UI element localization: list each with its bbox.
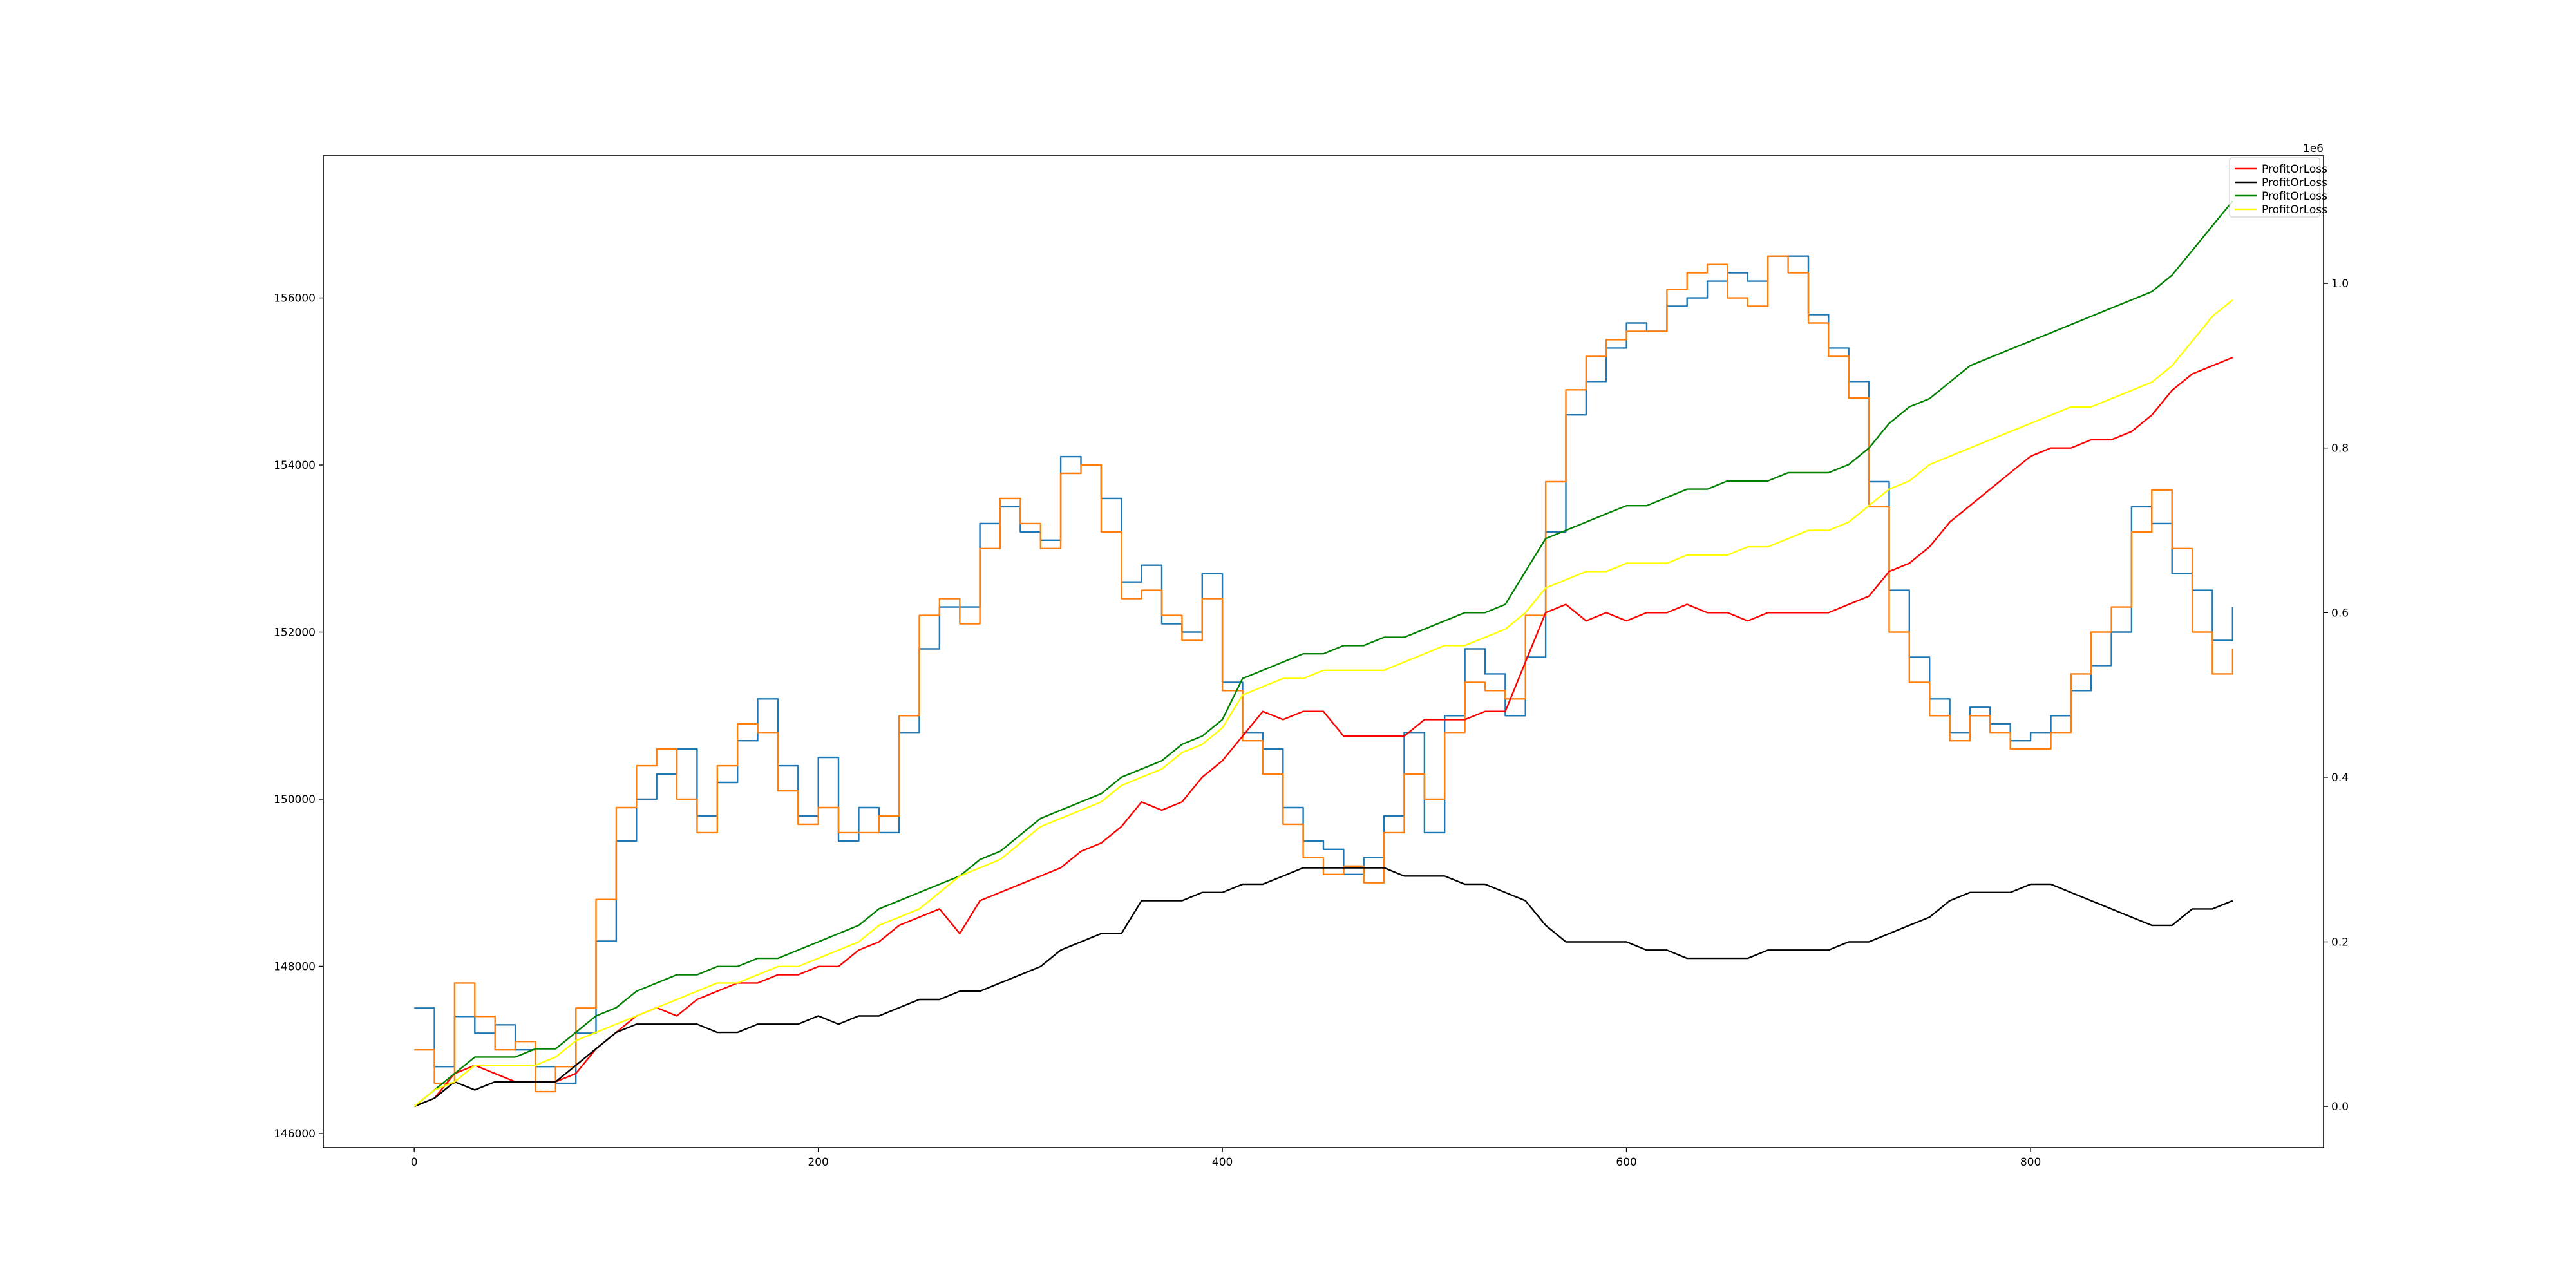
- legend-label: ProfitOrLoss: [2262, 163, 2327, 176]
- x-tick-label: 200: [808, 1156, 828, 1169]
- y-left-tick-label: 152000: [274, 627, 316, 639]
- plot-frame: [323, 155, 2324, 1148]
- y-right-tick-label: 1.0: [2331, 278, 2349, 290]
- x-tick-label: 600: [1616, 1156, 1636, 1169]
- legend: ProfitOrLossProfitOrLossProfitOrLossProf…: [2229, 157, 2327, 218]
- legend-label: ProfitOrLoss: [2262, 176, 2327, 189]
- series-line-4: [413, 867, 2233, 1108]
- y-right-tick-label: 0.0: [2331, 1101, 2349, 1113]
- x-tick-label: 800: [2020, 1156, 2041, 1169]
- y-left-tick-label: 156000: [274, 292, 316, 305]
- y-right-tick-label: 0.6: [2331, 607, 2349, 620]
- x-tick-label: 0: [411, 1156, 418, 1169]
- series-line-3: [413, 356, 2233, 1108]
- y-axis-right: 0.0 0.2 0.4 0.6 0.8 1.0: [2324, 278, 2349, 1113]
- y-left-tick-label: 148000: [274, 960, 316, 973]
- legend-label: ProfitOrLoss: [2262, 190, 2327, 203]
- series-line-2: [414, 255, 2233, 1093]
- y-axis-left: 146000 148000 150000 152000 154000 156000: [274, 292, 323, 1141]
- y-right-tick-label: 0.4: [2331, 772, 2349, 784]
- series-line-5: [413, 200, 2233, 1108]
- x-axis: 0 200 400 600 800: [411, 1148, 2041, 1169]
- legend-label: ProfitOrLoss: [2262, 204, 2327, 216]
- y-left-tick-label: 150000: [274, 793, 316, 806]
- y-right-tick-label: 0.8: [2331, 442, 2349, 455]
- y-left-tick-label: 146000: [274, 1128, 316, 1141]
- series-layer: [413, 200, 2233, 1108]
- y-right-tick-label: 0.2: [2331, 936, 2349, 949]
- x-tick-label: 400: [1212, 1156, 1233, 1169]
- series-line-6: [413, 299, 2233, 1108]
- y-left-tick-label: 154000: [274, 459, 316, 472]
- y-right-offset-text: 1e6: [2303, 142, 2324, 155]
- legend-box: [2229, 157, 2320, 218]
